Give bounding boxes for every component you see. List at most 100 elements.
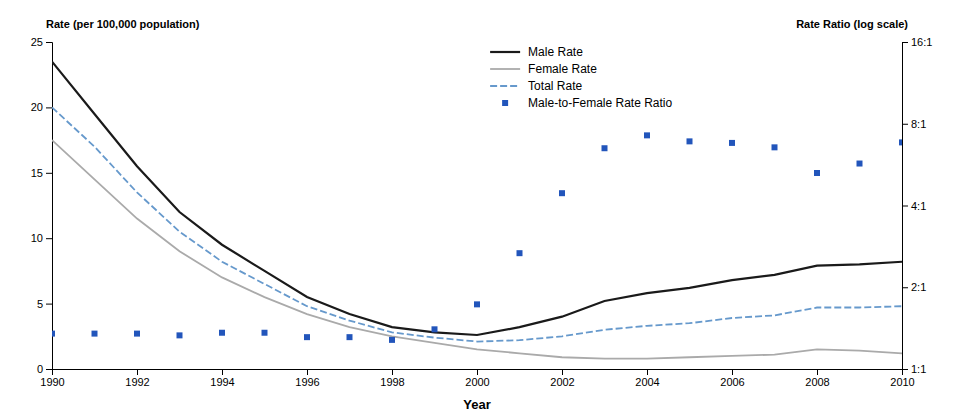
legend-item: Total Rate — [490, 79, 582, 93]
tick-mark — [46, 107, 52, 108]
legend-swatch — [502, 100, 508, 106]
tick-label: 5 — [37, 298, 43, 310]
tick: 25 — [31, 36, 52, 48]
point — [772, 144, 778, 150]
tick-label: 15 — [31, 167, 43, 179]
point — [177, 332, 183, 338]
legend-swatch — [490, 51, 520, 53]
tick: 16:1 — [902, 36, 932, 48]
point — [389, 337, 395, 343]
tick: 5 — [37, 298, 52, 310]
legend-swatch — [490, 85, 520, 87]
tick-mark — [46, 42, 52, 43]
legend-item: Female Rate — [490, 62, 597, 76]
tick: 2006 — [720, 369, 744, 388]
tick: 2004 — [635, 369, 659, 388]
legend-label: Male Rate — [528, 45, 583, 59]
tick: 8:1 — [902, 118, 926, 130]
tick-label: 1994 — [210, 376, 234, 388]
y2-axis: 1:1 2:1 4:1 8:1 16:1 — [902, 36, 932, 375]
point — [92, 331, 98, 337]
point — [644, 132, 650, 138]
tick-label: 10 — [31, 232, 43, 244]
tick-label: 0 — [37, 363, 43, 375]
tick-label: 25 — [31, 36, 43, 48]
point — [219, 330, 225, 336]
tick: 15 — [31, 167, 52, 179]
tick-label: 1990 — [40, 376, 64, 388]
tick-label: 1992 — [125, 376, 149, 388]
tick-label: 1:1 — [911, 363, 926, 375]
tick: 2002 — [550, 369, 574, 388]
tick-label: 1998 — [380, 376, 404, 388]
legend-item: Male Rate — [490, 45, 583, 59]
legend-label: Male-to-Female Rate Ratio — [528, 96, 672, 110]
tick-label: 2004 — [635, 376, 659, 388]
tick: 2000 — [465, 369, 489, 388]
tick-mark — [902, 206, 908, 207]
tick: 1992 — [125, 369, 149, 388]
point — [262, 330, 268, 336]
point — [559, 190, 565, 196]
tick-mark — [647, 369, 648, 375]
tick: 20 — [31, 101, 52, 113]
axis-line — [903, 43, 909, 370]
point — [347, 334, 353, 340]
tick-label: 4:1 — [911, 200, 926, 212]
point — [432, 326, 438, 332]
point — [304, 334, 310, 340]
chart: 1990199219941996199820002002200420062008… — [0, 0, 960, 419]
tick-mark — [392, 369, 393, 375]
tick-mark — [902, 369, 908, 370]
y-axis-title: Rate (per 100,000 population) — [46, 18, 200, 30]
tick-mark — [902, 42, 908, 43]
point — [899, 139, 902, 145]
point — [602, 145, 608, 151]
tick-mark — [46, 304, 52, 305]
axis-line — [53, 370, 903, 376]
tick-mark — [817, 369, 818, 375]
point — [857, 161, 863, 167]
series-line — [52, 62, 902, 335]
series-line — [52, 140, 902, 358]
tick-label: 20 — [31, 101, 43, 113]
tick-label: 8:1 — [911, 118, 926, 130]
tick: 2:1 — [902, 281, 926, 293]
point — [474, 301, 480, 307]
tick: 2008 — [805, 369, 829, 388]
tick: 10 — [31, 232, 52, 244]
point — [517, 250, 523, 256]
tick-mark — [46, 173, 52, 174]
series-line — [52, 107, 902, 341]
legend-item: Male-to-Female Rate Ratio — [502, 96, 672, 110]
tick-mark — [222, 369, 223, 375]
tick-label: 2008 — [805, 376, 829, 388]
tick: 1996 — [295, 369, 319, 388]
legend-label: Total Rate — [528, 79, 582, 93]
legend: Male Rate Female Rate Total Rate Male-to-Fe… — [490, 45, 672, 110]
marks — [52, 62, 902, 359]
tick: 1998 — [380, 369, 404, 388]
point — [729, 140, 735, 146]
tick-label: 2:1 — [911, 281, 926, 293]
x-axis: 1990 1992 1994 1996 1998 2000 2002 2004 2006 2008… — [40, 369, 914, 388]
tick: 1994 — [210, 369, 234, 388]
tick-label: 1996 — [295, 376, 319, 388]
point — [687, 138, 693, 144]
legend-label: Female Rate — [528, 62, 597, 76]
point — [814, 170, 820, 176]
tick-mark — [732, 369, 733, 375]
legend-swatch — [490, 68, 520, 70]
tick-label: 2010 — [890, 376, 914, 388]
tick-mark — [46, 238, 52, 239]
tick-mark — [46, 369, 52, 370]
plot: 1990199219941996199820002002200420062008… — [31, 36, 933, 388]
tick: 1990 — [40, 369, 64, 388]
axis-line — [46, 43, 53, 370]
tick-label: 16:1 — [911, 36, 932, 48]
tick-mark — [562, 369, 563, 375]
tick-mark — [902, 287, 908, 288]
tick: 0 — [37, 363, 52, 375]
x-axis-title: Year — [463, 397, 490, 412]
tick-mark — [477, 369, 478, 375]
